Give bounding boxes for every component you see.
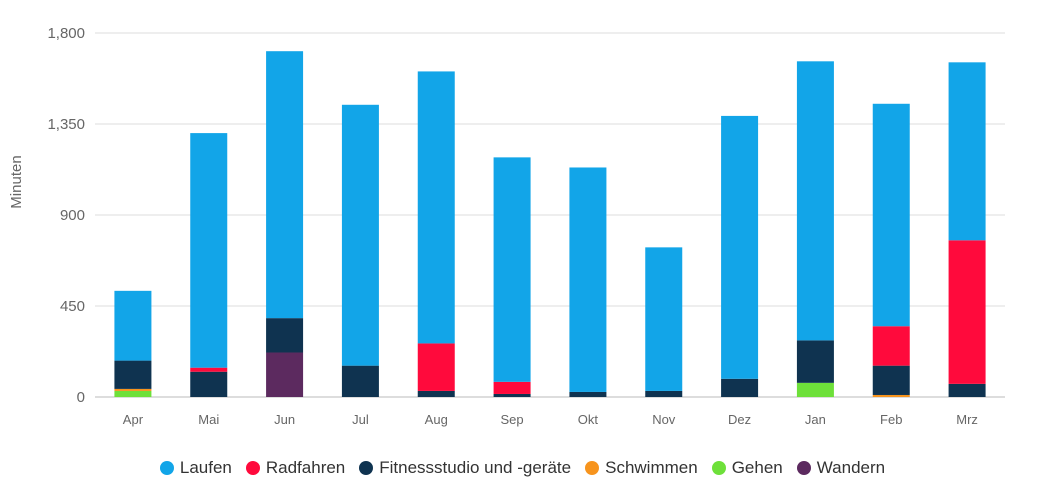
legend-swatch bbox=[796, 461, 811, 475]
bar-segment bbox=[872, 326, 910, 366]
bar-segment bbox=[796, 61, 834, 341]
bar-segment bbox=[190, 133, 228, 368]
bar-segment bbox=[948, 383, 986, 397]
x-tick-label: Nov bbox=[652, 412, 676, 427]
legend-item[interactable]: Gehen bbox=[711, 458, 783, 478]
y-tick-label: 900 bbox=[60, 207, 85, 224]
x-tick-label: Dez bbox=[728, 412, 751, 427]
bar-segment bbox=[721, 115, 759, 379]
bar-segment bbox=[114, 360, 152, 389]
bar-segment bbox=[569, 167, 607, 392]
bar-segment bbox=[266, 51, 304, 319]
legend: Laufen Radfahren Fitnessstudio und -geräte… bbox=[0, 458, 1045, 478]
x-tick-label: Jan bbox=[805, 412, 826, 427]
legend-item[interactable]: Schwimmen bbox=[585, 458, 698, 478]
bar-segment bbox=[872, 365, 910, 395]
legend-item[interactable]: Laufen bbox=[159, 458, 232, 478]
x-tick-label: Jul bbox=[352, 412, 369, 427]
bar-segment bbox=[569, 391, 607, 397]
legend-swatch bbox=[585, 461, 600, 475]
bar-segment bbox=[493, 381, 531, 394]
bar-segment bbox=[114, 388, 152, 391]
bar-segment bbox=[872, 103, 910, 327]
bar-segment bbox=[721, 378, 759, 397]
x-tick-label: Apr bbox=[123, 412, 144, 427]
bar-segment bbox=[417, 71, 455, 344]
legend-label: Wandern bbox=[816, 458, 886, 477]
y-tick-label: 1,800 bbox=[47, 25, 85, 42]
bar-segment bbox=[417, 343, 455, 391]
bar-segment bbox=[493, 393, 531, 397]
bar-segment bbox=[341, 104, 379, 366]
legend-label: Fitnessstudio und -geräte bbox=[379, 458, 572, 477]
legend-label: Schwimmen bbox=[605, 458, 698, 477]
x-tick-label: Okt bbox=[578, 412, 599, 427]
bar-segment bbox=[948, 240, 986, 384]
x-tick-label: Aug bbox=[425, 412, 448, 427]
x-tick-label: Mrz bbox=[956, 412, 978, 427]
bar-segment bbox=[114, 290, 152, 361]
bar-segment bbox=[796, 382, 834, 397]
bar-segment bbox=[493, 157, 531, 382]
y-axis-label: Minuten bbox=[8, 155, 25, 208]
bar-segment bbox=[341, 365, 379, 397]
legend-item[interactable]: Radfahren bbox=[245, 458, 346, 478]
bar-segment bbox=[417, 390, 455, 397]
bar-segment bbox=[190, 367, 228, 372]
legend-label: Gehen bbox=[731, 458, 783, 477]
bar-segment bbox=[190, 371, 228, 397]
x-tick-label: Sep bbox=[501, 412, 524, 427]
legend-swatch bbox=[359, 461, 374, 475]
legend-swatch bbox=[711, 461, 726, 475]
bar-segment bbox=[266, 352, 304, 397]
legend-swatch bbox=[245, 461, 260, 475]
grid-lines bbox=[95, 32, 1005, 398]
legend-item[interactable]: Fitnessstudio und -geräte bbox=[359, 458, 571, 478]
bar-segment bbox=[948, 62, 986, 241]
legend-item[interactable]: Wandern bbox=[796, 458, 886, 478]
bar-segment bbox=[645, 247, 683, 391]
bars bbox=[114, 51, 986, 397]
legend-label: Laufen bbox=[179, 458, 232, 477]
x-axis-tick-labels: Apr Mai Jun Jul Aug Sep Okt Nov Dez Jan Feb Mrz bbox=[123, 412, 978, 427]
bar-segment bbox=[872, 394, 910, 397]
legend-swatch bbox=[159, 461, 174, 475]
y-tick-label: 0 bbox=[77, 389, 85, 406]
y-axis-tick-labels: 0 450 900 1,350 1,800 bbox=[47, 25, 85, 406]
x-tick-label: Feb bbox=[880, 412, 902, 427]
bar-segment bbox=[114, 390, 152, 397]
legend-label: Radfahren bbox=[265, 458, 346, 477]
bar-segment bbox=[645, 390, 683, 397]
bar-segment bbox=[266, 318, 304, 353]
bar-segment bbox=[796, 340, 834, 383]
x-tick-label: Jun bbox=[274, 412, 295, 427]
x-tick-label: Mai bbox=[198, 412, 219, 427]
y-tick-label: 1,350 bbox=[47, 116, 85, 133]
y-tick-label: 450 bbox=[60, 298, 85, 315]
